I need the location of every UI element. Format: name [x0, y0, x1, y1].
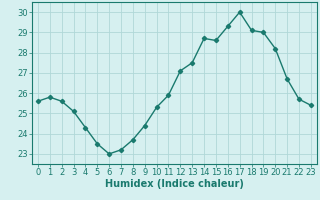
X-axis label: Humidex (Indice chaleur): Humidex (Indice chaleur): [105, 179, 244, 189]
